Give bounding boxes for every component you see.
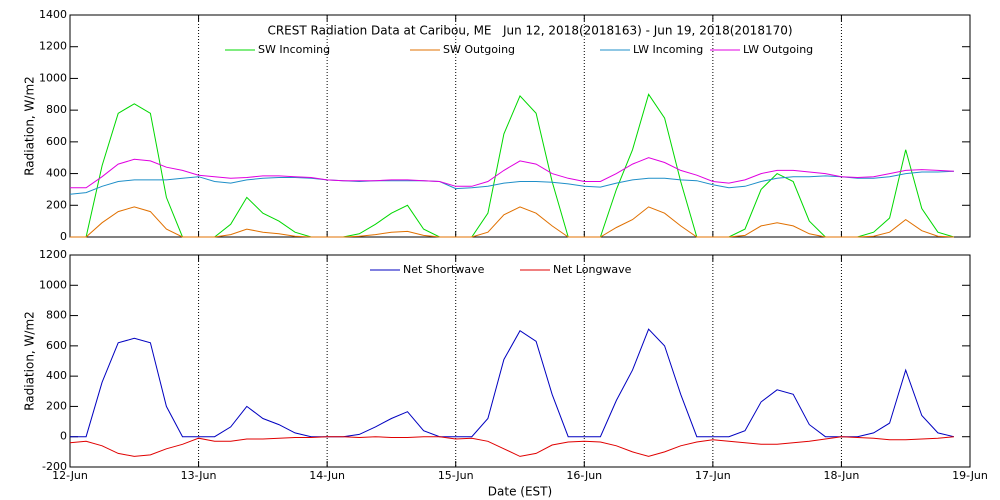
y-tick-label: 200 (46, 198, 67, 211)
x-tick-label: 12-Jun (52, 469, 88, 482)
y-tick-label: 1200 (39, 40, 67, 53)
legend-label: SW Outgoing (443, 43, 515, 56)
y-tick-label: 0 (60, 430, 67, 443)
series-line (70, 206, 954, 238)
legend-label: Net Longwave (553, 263, 632, 276)
y-tick-label: 800 (46, 309, 67, 322)
x-tick-label: 14-Jun (309, 469, 345, 482)
plot-frame (69, 14, 971, 238)
x-tick-label: 15-Jun (438, 469, 474, 482)
legend-label: SW Incoming (258, 43, 330, 56)
y-tick-label: 1000 (39, 278, 67, 291)
y-tick-label: 600 (46, 135, 67, 148)
series-line (69, 170, 954, 195)
y-tick-label: 400 (46, 167, 67, 180)
y-axis-label: Radiation, W/m2 (23, 76, 37, 176)
x-tick-label: 18-Jun (824, 469, 860, 482)
y-axis-label: Radiation, W/m2 (23, 311, 37, 411)
plot-frame (69, 254, 971, 468)
y-tick-label: 0 (60, 230, 67, 243)
x-tick-label: 17-Jun (695, 469, 731, 482)
x-tick-label: 13-Jun (181, 469, 217, 482)
y-tick-label: 800 (46, 103, 67, 116)
legend-label: LW Incoming (633, 43, 703, 56)
y-tick-label: 1000 (39, 71, 67, 84)
legend-label: LW Outgoing (743, 43, 813, 56)
series-line (70, 328, 955, 438)
y-tick-label: -200 (42, 460, 67, 473)
x-tick-label: 19-Jun (952, 469, 988, 482)
y-tick-label: 600 (46, 339, 67, 352)
chart-title: CREST Radiation Data at Caribou, ME Jun … (267, 24, 792, 38)
x-axis-label: Date (EST) (488, 485, 552, 499)
legend-label: Net Shortwave (403, 263, 485, 276)
y-tick-label: 200 (46, 399, 67, 412)
series-line (70, 157, 954, 189)
y-tick-label: 400 (46, 369, 67, 382)
y-tick-label: 1400 (39, 8, 67, 21)
x-tick-label: 16-Jun (566, 469, 602, 482)
series-line (69, 436, 954, 457)
series-line (70, 93, 955, 238)
y-tick-label: 1200 (39, 248, 67, 261)
